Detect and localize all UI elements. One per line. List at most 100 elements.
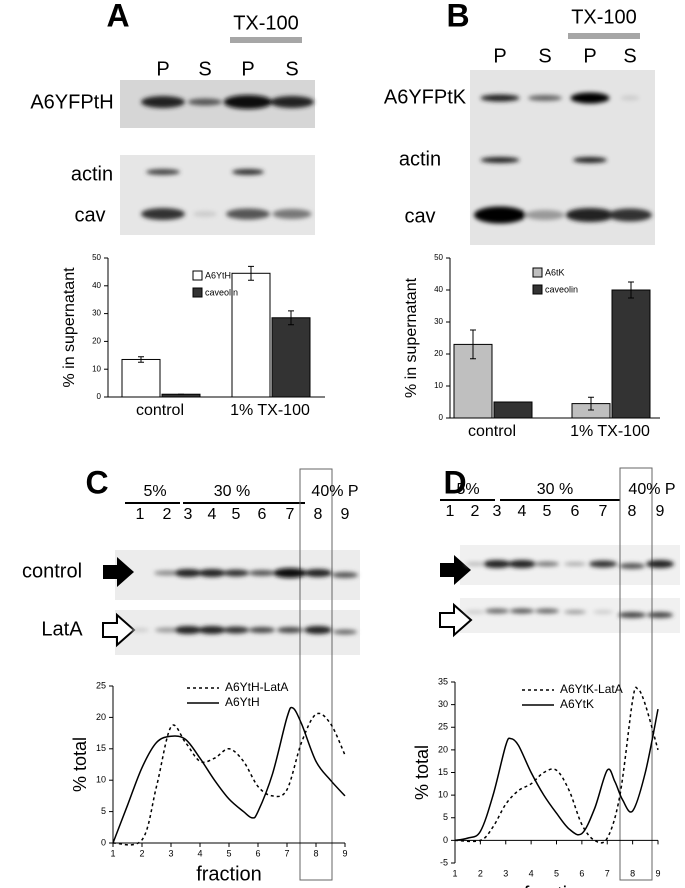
lane-label: 1 <box>446 503 455 520</box>
lane-label: 6 <box>258 506 267 523</box>
band <box>333 629 357 635</box>
y-tick-label: 0 <box>439 413 444 422</box>
band <box>332 572 358 578</box>
x-tick-label: 1% TX-100 <box>570 423 650 440</box>
lane-label: 8 <box>314 506 323 523</box>
band <box>570 92 610 104</box>
error-bar <box>138 356 144 363</box>
row-label: control <box>22 560 82 582</box>
band <box>141 208 185 220</box>
x-tick-label: 4 <box>197 848 202 858</box>
row-label: A6YFPtH <box>30 91 113 113</box>
band <box>155 627 179 633</box>
y-tick-label: 50 <box>434 253 443 262</box>
panel-label: D <box>443 464 466 500</box>
x-axis-label: fraction <box>524 883 590 888</box>
y-tick-label: 20 <box>434 349 443 358</box>
y-tick-label: 0 <box>101 837 106 847</box>
x-tick-label: control <box>468 423 516 440</box>
legend-label: A6YtH <box>205 270 231 280</box>
fraction-box <box>299 468 333 881</box>
bar <box>121 358 161 398</box>
gradient-label: 40% P <box>628 481 675 498</box>
legend-label: A6tK <box>545 267 565 277</box>
row-label: cav <box>74 204 105 226</box>
y-tick-label: 5 <box>443 812 448 822</box>
panel-label: B <box>446 0 469 33</box>
lane-label: 9 <box>656 503 665 520</box>
legend-swatch <box>532 284 543 295</box>
bar <box>231 272 271 398</box>
y-axis-label: % in supernatant <box>403 277 420 398</box>
y-tick-label: 25 <box>96 680 106 690</box>
y-tick-label: 20 <box>96 712 106 722</box>
lane-label: 3 <box>493 503 502 520</box>
band <box>188 98 222 106</box>
x-tick-label: 7 <box>605 868 610 878</box>
band <box>232 169 264 175</box>
line-series <box>112 706 346 844</box>
treatment-bar <box>568 33 640 39</box>
y-tick-label: 20 <box>438 744 448 754</box>
band <box>174 626 202 634</box>
lane-label: 8 <box>628 503 637 520</box>
row-label: cav <box>404 205 435 227</box>
band <box>465 562 485 566</box>
lane-label: S <box>285 58 298 80</box>
x-tick-label: 3 <box>168 848 173 858</box>
legend-swatch <box>192 270 203 281</box>
legend-label: caveolin <box>545 284 578 294</box>
treatment: TX-100 <box>233 12 299 34</box>
gradient-label: 30 % <box>537 481 573 498</box>
band <box>619 563 645 569</box>
arrow-filled <box>103 557 134 587</box>
lane-label: P <box>156 58 169 80</box>
x-tick-label: 6 <box>255 848 260 858</box>
band <box>564 562 586 566</box>
lane-label: 9 <box>341 506 350 523</box>
lane-label: 4 <box>518 503 527 520</box>
band <box>272 209 312 219</box>
y-tick-label: 0 <box>443 835 448 845</box>
band <box>620 95 640 101</box>
x-tick-label: 9 <box>342 848 347 858</box>
y-tick-label: 40 <box>434 285 443 294</box>
y-axis-label: % total <box>70 737 90 792</box>
lane-label: S <box>623 45 636 67</box>
y-tick-label: 0 <box>97 392 102 401</box>
line-series <box>454 709 659 842</box>
band <box>593 610 613 614</box>
x-tick-label: 8 <box>313 848 318 858</box>
fraction-box <box>619 467 653 881</box>
y-tick-label: 5 <box>101 806 106 816</box>
row-label: actin <box>71 163 113 185</box>
band <box>510 608 534 614</box>
band <box>198 626 226 634</box>
y-tick-label: 30 <box>438 699 448 709</box>
band <box>480 94 520 102</box>
bands <box>131 92 674 635</box>
line-series <box>454 686 659 844</box>
band <box>474 206 526 224</box>
band <box>198 569 226 577</box>
error-bar <box>248 265 254 281</box>
band <box>618 612 646 618</box>
lane-label: S <box>538 45 551 67</box>
x-tick-label: 3 <box>503 868 508 878</box>
x-tick-label: 8 <box>630 868 635 878</box>
lane-label: P <box>493 45 506 67</box>
line-series <box>112 712 346 846</box>
lane-label: 5 <box>543 503 552 520</box>
x-tick-label: 7 <box>284 848 289 858</box>
y-tick-label: 20 <box>92 337 101 346</box>
legend-label: A6YtH-LatA <box>225 680 288 694</box>
legend-label: A6YtK-LatA <box>560 682 623 696</box>
error-bar <box>288 310 294 326</box>
x-tick-label: 5 <box>554 868 559 878</box>
band <box>565 208 615 222</box>
band <box>223 569 249 577</box>
bar <box>611 289 651 419</box>
x-tick-label: 6 <box>579 868 584 878</box>
band <box>525 210 565 220</box>
